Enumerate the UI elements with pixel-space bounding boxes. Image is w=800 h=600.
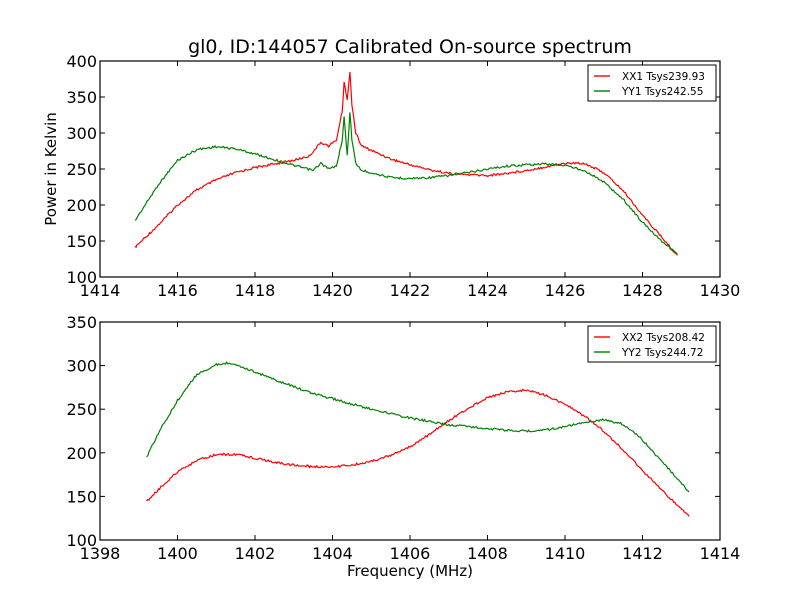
x-tick-label: 1426	[545, 281, 586, 300]
y-tick-label: 350	[66, 313, 97, 332]
legend: XX1 Tsys239.93 YY1 Tsys242.55	[587, 64, 717, 102]
x-tick-label: 1428	[622, 281, 663, 300]
y-tick-label: 200	[66, 444, 97, 463]
y-tick-label: 300	[66, 124, 97, 143]
legend-label: YY1 Tsys242.55	[621, 86, 703, 98]
chart-title: gl0, ID:144057 Calibrated On-source spec…	[188, 36, 632, 58]
x-tick-label: 1422	[390, 281, 431, 300]
y-axis-label: Power in Kelvin	[42, 112, 60, 226]
x-tick-label: 1398	[80, 544, 121, 563]
y-tick-label: 300	[66, 357, 97, 376]
x-tick-label: 1430	[700, 281, 741, 300]
x-tick-label: 1418	[235, 281, 276, 300]
legend-label: YY2 Tsys244.72	[621, 347, 703, 359]
x-tick-label: 1414	[700, 544, 741, 563]
y-tick-label: 350	[66, 88, 97, 107]
series-line-xx2	[146, 388, 690, 517]
y-tick-label: 250	[66, 160, 97, 179]
series-line-xx1	[134, 72, 678, 256]
x-tick-label: 1408	[467, 544, 508, 563]
x-tick-label: 1420	[312, 281, 353, 300]
legend-box	[587, 64, 717, 102]
y-tick-label: 100	[66, 531, 97, 550]
series-line-yy2	[146, 361, 690, 493]
series-line-yy1	[134, 112, 678, 255]
legend-label: XX1 Tsys239.93	[622, 71, 705, 83]
legend-label: XX2 Tsys208.42	[622, 332, 705, 344]
bottom-plot: 1398 1400 1402 1404 1406 1408 1410 1412 1414 100 1…	[66, 313, 740, 563]
legend: XX2 Tsys208.42 YY2 Tsys244.72	[587, 325, 717, 363]
x-tick-label: 1406	[390, 544, 431, 563]
x-axis-label: Frequency (MHz)	[347, 562, 473, 580]
y-tick-label: 100	[66, 268, 97, 287]
x-tick-label: 1424	[467, 281, 508, 300]
y-tick-label: 150	[66, 487, 97, 506]
x-tick-label: 1404	[312, 544, 353, 563]
x-tick-label: 1402	[235, 544, 276, 563]
y-tick-label: 200	[66, 196, 97, 215]
legend-box	[587, 325, 717, 363]
x-tick-label: 1416	[157, 281, 198, 300]
top-plot: 1414 1416 1418 1420 1422 1424 1426 1428 1430 100 1…	[66, 52, 740, 300]
x-tick-label: 1412	[622, 544, 663, 563]
x-tick-label: 1414	[80, 281, 121, 300]
y-tick-label: 250	[66, 400, 97, 419]
x-tick-label: 1410	[545, 544, 586, 563]
y-tick-label: 400	[66, 52, 97, 71]
x-tick-label: 1400	[157, 544, 198, 563]
y-tick-label: 150	[66, 232, 97, 251]
